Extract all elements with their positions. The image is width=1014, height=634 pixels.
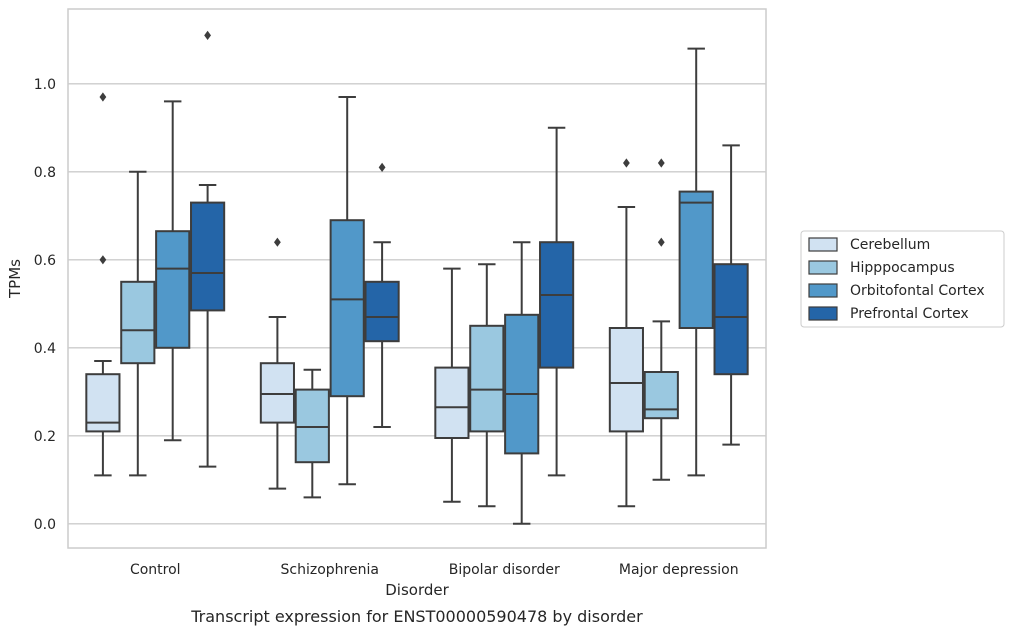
y-tick-label: 0.0 [34,517,56,533]
x-tick-label-major-depression: Major depression [619,562,739,578]
box-control-hipppocampus [120,170,156,477]
y-tick-label: 0.8 [34,165,56,181]
box-iqr [504,313,540,455]
x-axis-label: Disorder [385,581,449,599]
x-tick-labels: Control Schizophrenia Bipolar disorder Majo… [130,562,739,578]
box-iqr [434,366,470,440]
box-iqr [294,388,330,464]
outlier-point [274,237,281,247]
box-iqr [643,371,679,420]
y-tick-labels: 0.0 0.2 0.4 0.6 0.8 1.0 [34,77,56,533]
box-iqr [364,280,400,343]
chart-caption: Transcript expression for ENST0000059047… [190,607,643,626]
box-schizophrenia-orbitofontal-cortex [329,96,365,486]
series-hipppocampus [120,158,679,508]
x-tick-label-bipolar-disorder: Bipolar disorder [449,562,560,578]
outlier-point [204,30,211,40]
box-control-orbitofontal-cortex [155,100,191,442]
outlier-point [378,162,386,172]
x-tick-label-control: Control [130,562,181,578]
legend-label-orbitofontal-cortex: Orbitofontal Cortex [850,283,985,299]
y-tick-label: 0.4 [34,341,56,357]
y-tick-label: 1.0 [34,77,56,93]
series-orbitofontal-cortex [155,47,714,525]
series-cerebellum [85,92,644,508]
box-iqr [678,190,714,329]
box-schizophrenia-prefrontal-cortex [364,162,400,428]
outlier-point [623,158,630,168]
box-major-depression-orbitofontal-cortex [678,47,714,477]
legend-swatch-prefrontal-cortex [808,306,838,321]
y-tick-label: 0.2 [34,429,56,445]
legend-frame [800,230,1005,328]
legend-label-hipppocampus: Hipppocampus [850,260,955,276]
box-iqr [329,219,365,398]
legend-label-prefrontal-cortex: Prefrontal Cortex [850,306,969,322]
box-bipolar-disorder-prefrontal-cortex [539,126,575,477]
box-major-depression-cerebellum [608,158,644,508]
plot-frame [67,8,767,549]
box-iqr [155,230,191,349]
box-bipolar-disorder-cerebellum [434,267,470,503]
legend-swatch-orbitofontal-cortex [808,283,838,298]
outlier-point [99,255,107,265]
box-iqr [539,241,575,369]
box-iqr [190,201,226,312]
box-schizophrenia-hipppocampus [294,368,330,499]
x-tick-label-schizophrenia: Schizophrenia [281,562,379,578]
box-iqr [120,280,156,365]
series-prefrontal-cortex [190,30,749,477]
outlier-point [657,158,665,168]
box-control-prefrontal-cortex [190,30,226,468]
box-iqr [469,324,505,433]
box-iqr [713,263,749,376]
legend-swatch-cerebellum [808,237,838,252]
box-schizophrenia-cerebellum [259,237,295,490]
box-iqr [259,362,295,424]
legend: Cerebellum Hipppocampus Orbitofontal Corte… [800,230,1005,328]
box-iqr [608,327,644,433]
outlier-point [657,237,665,247]
outlier-point [99,92,107,102]
box-major-depression-hipppocampus [643,158,679,481]
box-control-cerebellum [85,92,121,477]
box-bipolar-disorder-hipppocampus [469,263,505,508]
box-bipolar-disorder-orbitofontal-cortex [504,241,540,525]
y-axis-label: TPMs [6,259,24,299]
box-groups [85,30,749,525]
legend-swatch-hipppocampus [808,260,838,275]
box-major-depression-prefrontal-cortex [713,144,749,446]
y-tick-label: 0.6 [34,253,56,269]
legend-label-cerebellum: Cerebellum [850,237,930,253]
